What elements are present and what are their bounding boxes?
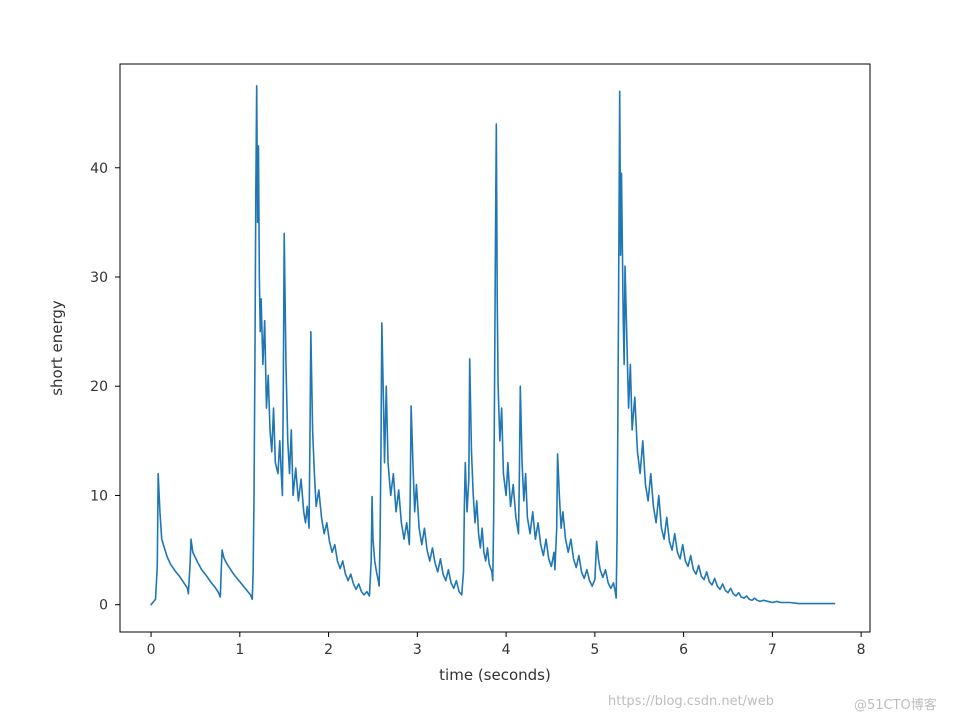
x-axis-label: time (seconds) — [439, 666, 551, 684]
x-tick-label: 5 — [590, 642, 599, 658]
y-axis-label: short energy — [48, 300, 66, 396]
y-tick-label: 10 — [90, 488, 108, 504]
x-tick-label: 7 — [768, 642, 777, 658]
short-energy-chart: 0 1 2 3 4 5 6 7 8 0 10 20 30 40 time (seconds) short en… — [0, 0, 960, 720]
x-tick-label: 1 — [235, 642, 244, 658]
x-tick-label: 6 — [679, 642, 688, 658]
y-tick-label: 40 — [90, 161, 108, 177]
y-tick-label: 0 — [99, 598, 108, 614]
x-tick-label: 2 — [324, 642, 333, 658]
x-tick-label: 3 — [413, 642, 422, 658]
x-tick-label: 8 — [857, 642, 866, 658]
y-tick-label: 30 — [90, 270, 108, 286]
chart-background — [0, 0, 960, 720]
y-tick-label: 20 — [90, 379, 108, 395]
x-tick-label: 0 — [147, 642, 156, 658]
x-tick-label: 4 — [502, 642, 511, 658]
